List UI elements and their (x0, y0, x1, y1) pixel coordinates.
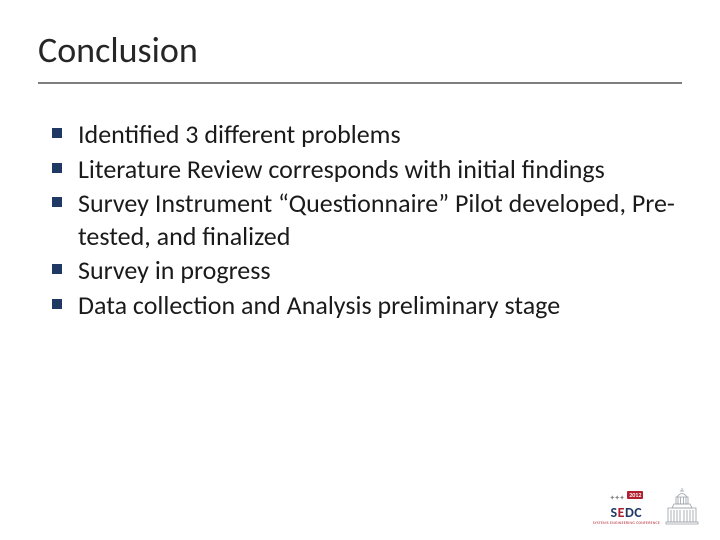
bullet-item: Data collection and Analysis preliminary… (52, 289, 682, 322)
sedc-s: S (611, 504, 618, 521)
sedc-logo: ✦✦✦ 2012 SEDC SYSTEMS ENGINEERING CONFER… (593, 491, 660, 526)
title-underline (38, 82, 682, 84)
bullet-list: Identified 3 different problems Literatu… (38, 118, 682, 321)
sedc-dc: DC (625, 504, 642, 521)
bullet-item: Identified 3 different problems (52, 118, 682, 151)
logo-year: 2012 (627, 491, 643, 499)
slide: Conclusion Identified 3 different proble… (0, 0, 720, 540)
slide-title: Conclusion (38, 28, 682, 80)
sedc-subtitle: SYSTEMS ENGINEERING CONFERENCE (593, 521, 660, 526)
bullet-item: Literature Review corresponds with initi… (52, 153, 682, 186)
sedc-e: E (618, 504, 625, 521)
bullet-item: Survey in progress (52, 254, 682, 287)
bullet-item: Survey Instrument “Questionnaire” Pilot … (52, 187, 682, 252)
footer-logo: ✦✦✦ 2012 SEDC SYSTEMS ENGINEERING CONFER… (593, 486, 700, 526)
stars-icon: ✦✦✦ (609, 493, 624, 502)
sedc-acronym: SEDC (611, 506, 643, 520)
capitol-icon (664, 486, 700, 526)
sedc-badge: ✦✦✦ 2012 (609, 491, 643, 505)
